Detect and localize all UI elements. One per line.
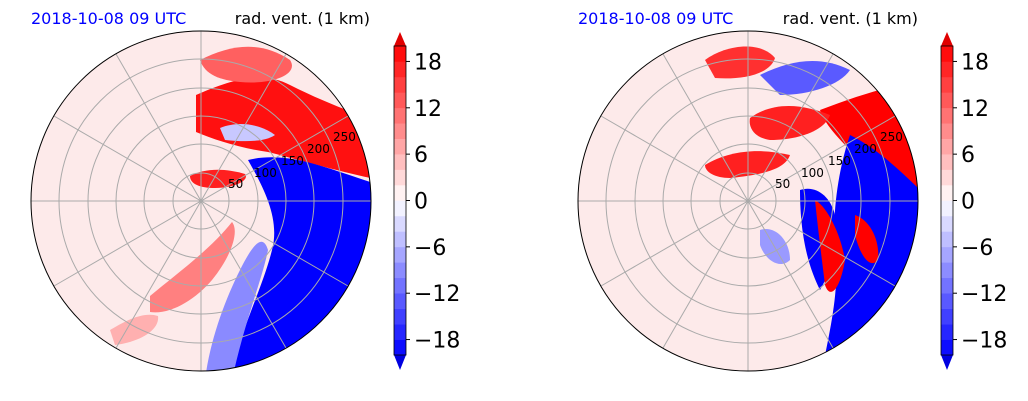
colorbar-band xyxy=(394,169,406,186)
colorbar-band xyxy=(941,324,953,340)
left-ring-label: 250 xyxy=(333,130,356,144)
colorbar-band xyxy=(394,61,406,78)
colorbar-band xyxy=(941,246,953,263)
colorbar-band xyxy=(941,215,953,232)
colorbar-band xyxy=(941,339,953,356)
colorbar-band xyxy=(394,231,406,248)
colorbar-band xyxy=(941,231,953,248)
colorbar-band xyxy=(394,215,406,232)
left-variable-title: rad. vent. (1 km) xyxy=(235,9,370,28)
right-radar-field xyxy=(578,31,918,371)
left-radar-field xyxy=(31,31,371,371)
left-colorbar-tick-label: 12 xyxy=(414,97,442,122)
colorbar-band xyxy=(941,293,953,309)
right-colorbar-tick-label: 12 xyxy=(961,97,989,122)
left-colorbar: 18 12 6 0 −6 −12 −18 xyxy=(393,32,460,370)
right-ring-labels: 50 100 150 200 250 xyxy=(775,130,903,191)
left-positive-region xyxy=(200,46,292,83)
left-colorbar-min-extension xyxy=(394,355,406,370)
colorbar-band xyxy=(394,185,406,201)
colorbar-band xyxy=(941,262,953,279)
left-colorbar-max-extension xyxy=(394,32,406,46)
right-colorbar: 18 12 6 0 −6 −12 −18 xyxy=(940,32,1007,370)
right-positive-region xyxy=(749,105,830,140)
colorbar-band xyxy=(941,308,953,325)
colorbar-band xyxy=(394,138,406,155)
right-colorbar-bands xyxy=(941,46,953,356)
colorbar-band xyxy=(941,92,953,109)
left-negative-region xyxy=(220,124,275,142)
left-panel: 2018-10-08 09 UTC rad. vent. (1 km) xyxy=(30,9,460,372)
right-variable-title: rad. vent. (1 km) xyxy=(783,9,918,28)
colorbar-band xyxy=(941,123,953,139)
left-ring-label: 100 xyxy=(254,166,277,180)
colorbar-band xyxy=(394,262,406,279)
colorbar-band xyxy=(941,200,953,217)
colorbar-band xyxy=(394,339,406,356)
colorbar-band xyxy=(394,92,406,109)
right-colorbar-tick-label: 6 xyxy=(961,143,975,168)
colorbar-band xyxy=(941,277,953,294)
right-colorbar-tick-label: 18 xyxy=(961,50,989,75)
left-ring-label: 200 xyxy=(307,142,330,156)
colorbar-band xyxy=(394,324,406,340)
colorbar-band xyxy=(394,293,406,309)
left-colorbar-tick-label: 18 xyxy=(414,50,442,75)
left-ring-label: 50 xyxy=(228,177,243,191)
left-colorbar-tick-label: −12 xyxy=(414,282,460,307)
colorbar-band xyxy=(941,169,953,186)
right-ring-label: 200 xyxy=(854,142,877,156)
right-negative-region xyxy=(760,229,790,265)
right-polar-grid xyxy=(578,31,918,371)
right-colorbar-tick-label: −12 xyxy=(961,282,1007,307)
colorbar-band xyxy=(941,61,953,78)
colorbar-band xyxy=(941,185,953,201)
left-colorbar-tick-label: 0 xyxy=(414,190,428,215)
left-polar-grid xyxy=(31,31,371,371)
right-colorbar-tick-label: −6 xyxy=(961,236,993,261)
colorbar-band xyxy=(941,138,953,155)
colorbar-band xyxy=(941,76,953,93)
right-colorbar-tick-label: 0 xyxy=(961,190,975,215)
right-colorbar-max-extension xyxy=(941,32,953,46)
colorbar-band xyxy=(941,154,953,170)
colorbar-band xyxy=(394,107,406,124)
colorbar-band xyxy=(941,107,953,124)
colorbar-band xyxy=(941,46,953,62)
left-colorbar-tick-label: −6 xyxy=(414,236,446,261)
right-colorbar-min-extension xyxy=(941,355,953,370)
left-colorbar-tick-label: 6 xyxy=(414,143,428,168)
colorbar-band xyxy=(394,200,406,217)
colorbar-band xyxy=(394,46,406,62)
left-plot-boundary xyxy=(30,30,372,372)
right-colorbar-ticks xyxy=(953,60,957,341)
right-ring-label: 150 xyxy=(828,154,851,168)
right-panel: 2018-10-08 09 UTC rad. vent. (1 km) xyxy=(577,9,1007,372)
colorbar-band xyxy=(394,308,406,325)
right-negative-region xyxy=(760,60,850,95)
right-positive-region xyxy=(705,46,775,79)
right-positive-region xyxy=(815,200,845,292)
left-colorbar-ticks xyxy=(406,60,410,341)
right-plot-boundary xyxy=(577,30,919,372)
left-ring-labels: 50 100 150 200 250 xyxy=(228,130,356,191)
left-positive-region xyxy=(150,222,235,313)
right-positive-region xyxy=(855,215,879,264)
left-negative-region xyxy=(205,241,268,371)
right-colorbar-tick-label: −18 xyxy=(961,329,1007,354)
right-ring-label: 50 xyxy=(775,177,790,191)
left-ring-label: 150 xyxy=(281,154,304,168)
colorbar-band xyxy=(394,277,406,294)
right-ring-label: 250 xyxy=(880,130,903,144)
colorbar-band xyxy=(394,123,406,139)
colorbar-band xyxy=(394,154,406,170)
colorbar-band xyxy=(394,246,406,263)
right-ring-label: 100 xyxy=(801,166,824,180)
left-date-title: 2018-10-08 09 UTC xyxy=(31,9,186,28)
right-date-title: 2018-10-08 09 UTC xyxy=(578,9,733,28)
left-colorbar-tick-label: −18 xyxy=(414,329,460,354)
left-colorbar-bands xyxy=(394,46,406,356)
colorbar-band xyxy=(394,76,406,93)
